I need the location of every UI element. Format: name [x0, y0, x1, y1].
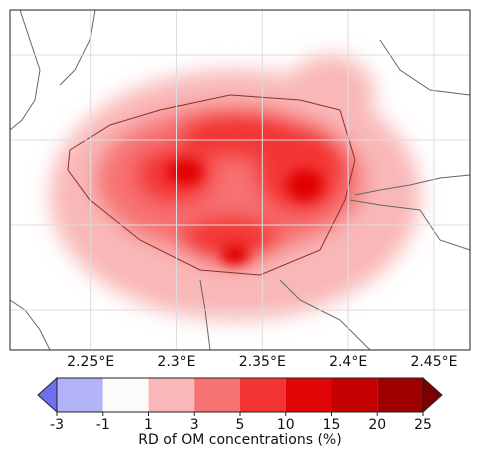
colorbar-under	[37, 376, 58, 414]
lon-tick-label: 2.4°E	[329, 354, 367, 370]
map-frame	[9, 9, 471, 351]
colorbar-segment	[194, 378, 240, 412]
colorbar-tick-label: -1	[96, 417, 110, 433]
colorbar-segment	[377, 378, 423, 412]
colorbar-segment	[148, 378, 195, 412]
colorbar-segment	[57, 378, 103, 412]
colorbar-over	[422, 376, 443, 414]
lat-grid	[10, 54, 470, 311]
colorbar-segment	[285, 378, 332, 412]
colorbar-tick-label: -3	[50, 417, 64, 433]
colorbar-tick-label: 25	[414, 417, 432, 433]
lon-tick-label: 2.3°E	[157, 354, 195, 370]
lon-tick-label: 2.35°E	[239, 354, 286, 370]
colorbar-tick-label: 1	[144, 417, 153, 433]
colorbar-tick-label: 15	[323, 417, 341, 433]
colorbar-label: RD of OM concentrations (%)	[138, 432, 341, 448]
colorbar-segment	[102, 378, 149, 412]
colorbar-tick-label: 3	[190, 417, 199, 433]
colorbar-segment	[240, 378, 286, 412]
lon-grid	[90, 10, 435, 350]
colorbar-tick-label: 5	[236, 417, 245, 433]
colorbar-tick-label: 10	[277, 417, 295, 433]
lon-tick-label: 2.45°E	[410, 354, 457, 370]
heatmap	[50, 55, 420, 320]
lon-tick-label: 2.25°E	[67, 354, 114, 370]
heatmap-core	[167, 160, 323, 265]
colorbar: -3 -1 1 3 5 10 15 20 25	[37, 376, 443, 433]
colorbar-segment	[331, 378, 378, 412]
colorbar-tick-label: 20	[368, 417, 386, 433]
map-area	[10, 10, 470, 350]
